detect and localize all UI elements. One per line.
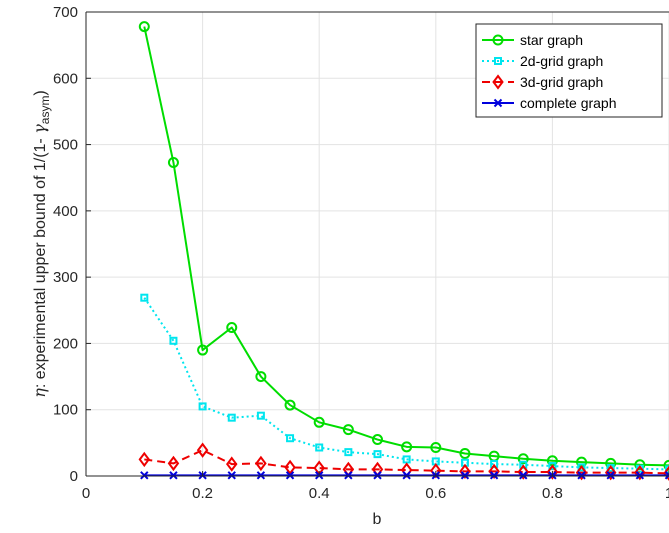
data-point: [635, 471, 645, 480]
data-point: [315, 443, 324, 452]
data-point: [634, 459, 646, 471]
data-point: [575, 465, 588, 481]
legend-marker: [494, 57, 502, 65]
data-point: [286, 434, 295, 443]
data-point: [227, 471, 236, 480]
data-point: [256, 411, 265, 420]
data-point: [373, 471, 382, 480]
y-tick-labels: 0 100 200 300 400 500 600 700: [53, 4, 78, 485]
y-tick-label: 400: [53, 203, 78, 220]
y-axis-label-subscript: asym: [38, 96, 52, 125]
x-tick-label: 0: [82, 485, 90, 502]
y-tick-label: 0: [70, 468, 78, 485]
data-point: [489, 471, 499, 480]
series-star-graph: [138, 21, 669, 471]
y-axis-label-text: : experimental upper bound of 1/(1-: [32, 134, 49, 388]
data-point: [227, 413, 236, 422]
y-tick-label: 100: [53, 402, 78, 419]
data-point: [255, 455, 267, 472]
data-point: [430, 441, 442, 453]
y-tick-label: 500: [53, 137, 78, 154]
data-point: [490, 460, 499, 469]
data-point: [517, 453, 529, 465]
legend-marker: [493, 98, 503, 108]
data-point: [459, 447, 471, 459]
x-tick-label: 1: [665, 485, 669, 502]
series-layer: [138, 21, 669, 482]
y-tick-label: 300: [53, 269, 78, 286]
legend-marker: [492, 74, 504, 90]
data-point: [313, 416, 325, 428]
data-point: [285, 471, 295, 480]
axes: [85, 11, 669, 477]
data-point: [373, 450, 382, 459]
legend-label: 3d-grid graph: [520, 74, 603, 90]
data-point: [169, 336, 178, 345]
data-point: [167, 156, 179, 168]
data-point: [169, 471, 178, 480]
data-point: [459, 463, 471, 480]
data-point: [488, 463, 500, 480]
data-point: [577, 463, 586, 472]
data-point: [284, 399, 296, 411]
data-point: [256, 471, 266, 480]
data-point: [460, 471, 470, 480]
data-point: [226, 456, 238, 472]
data-point: [663, 459, 669, 471]
x-tick-label: 0.4: [309, 485, 330, 502]
y-tick-label: 200: [53, 335, 78, 352]
legend-label: 2d-grid graph: [520, 53, 603, 69]
data-point: [140, 471, 149, 480]
data-point: [606, 471, 615, 480]
data-point: [342, 424, 354, 436]
y-axis-label-close: ): [32, 90, 49, 95]
data-point: [226, 322, 238, 334]
series-line: [143, 26, 669, 467]
x-tick-label: 0.8: [542, 485, 563, 502]
data-point: [344, 471, 353, 480]
data-point: [284, 459, 296, 476]
y-tick-label: 600: [53, 70, 78, 87]
data-point: [546, 464, 559, 480]
data-point: [664, 471, 669, 480]
y-axis-label: η: experimental upper bound of 1/(1- γas…: [30, 90, 52, 398]
x-axis-label: b: [373, 511, 382, 528]
legend-marker: [492, 34, 504, 46]
data-point: [196, 442, 209, 458]
data-point: [519, 460, 528, 469]
data-point: [197, 344, 209, 356]
series-complete-graph: [140, 471, 669, 480]
x-tick-labels: 0 0.2 0.4 0.6 0.8 1: [82, 485, 669, 502]
data-point: [665, 465, 669, 474]
data-point: [344, 448, 353, 457]
data-point: [198, 402, 207, 411]
data-point: [140, 293, 149, 302]
data-point: [577, 471, 586, 480]
y-tick-label: 700: [53, 4, 78, 21]
data-point: [604, 465, 617, 481]
data-point: [255, 371, 267, 383]
data-point: [138, 21, 150, 33]
data-point: [401, 441, 413, 453]
data-point: [372, 434, 383, 446]
grid: [85, 11, 669, 477]
data-point: [548, 462, 557, 471]
data-point: [634, 465, 646, 481]
legend: star graph 2d-grid graph 3d-grid graph comp…: [475, 23, 663, 118]
y-axis-label-eta: η: [30, 388, 49, 398]
data-point: [519, 471, 528, 480]
series-line: [144, 449, 669, 475]
x-tick-label: 0.6: [425, 485, 446, 502]
data-point: [138, 451, 151, 468]
legend-label: complete graph: [520, 95, 617, 111]
y-axis-label-gamma: γ: [30, 124, 49, 134]
legend-label: star graph: [520, 32, 583, 48]
x-tick-label: 0.2: [192, 485, 213, 502]
data-point: [517, 464, 529, 480]
data-point: [167, 455, 180, 472]
data-point: [402, 471, 411, 480]
